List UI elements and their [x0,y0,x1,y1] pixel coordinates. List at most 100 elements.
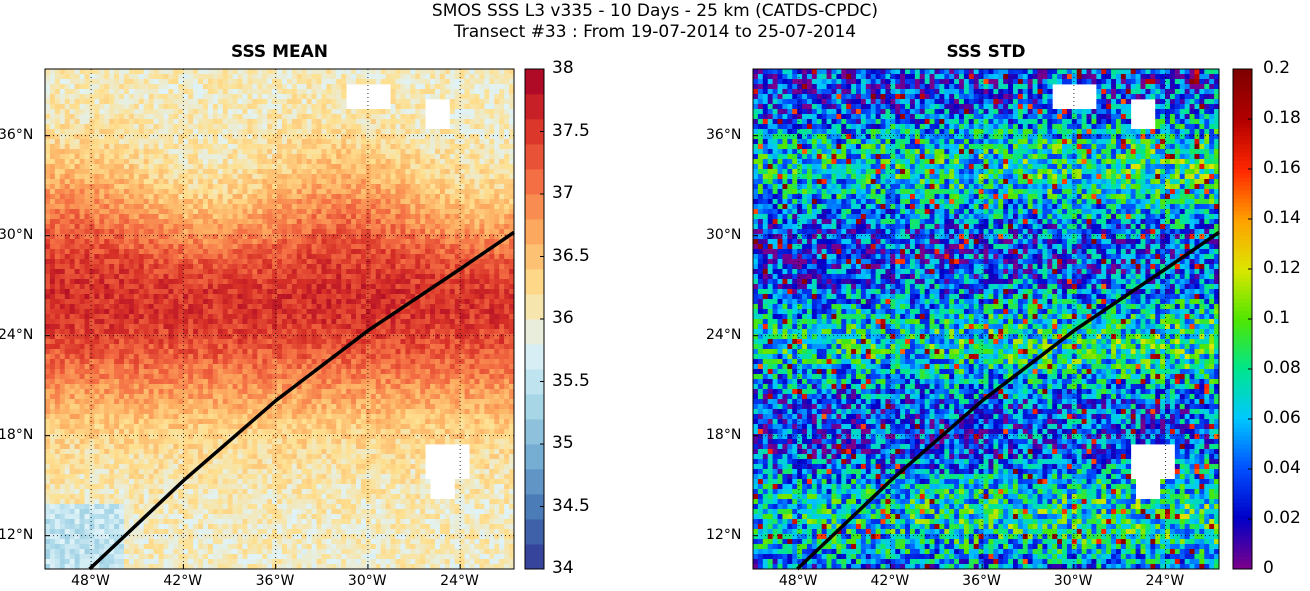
colorbar-segment [1233,356,1252,362]
lon-tick-label: 30°W [347,573,387,589]
colorbar-segment [1233,431,1252,437]
colorbar-segment [1233,419,1252,424]
colorbar-segment [1233,502,1252,507]
colorbar-segment [1233,189,1252,195]
transect-line [88,230,515,571]
colorbar-segment [1233,548,1252,553]
colorbar-segment [1233,435,1252,441]
colorbar-segment [1233,319,1252,324]
colorbar-segment [1233,127,1252,132]
colorbar-segment [1233,139,1252,145]
colorbar-segment [525,319,544,345]
colorbar-segment [1233,114,1252,120]
colorbar-segment [1233,452,1252,457]
colorbar-segment [1233,506,1252,512]
panel-title-std: SSS STD [946,42,1026,62]
colorbar-segment [1233,485,1252,491]
lat-tick-label: 12°N [706,526,742,543]
map-overlay-mean [44,68,515,571]
lat-tick-label: 24°N [0,326,34,343]
colorbar-tick-label: 0 [1263,558,1274,578]
map-raster-std [753,69,1220,570]
colorbar-segment [1233,331,1252,337]
colorbar-segment [1233,81,1252,87]
colorbar-segment [1233,306,1252,312]
colorbar-tick-label: 36 [552,308,574,328]
colorbar-segment [1233,535,1252,541]
colorbar-segment [1233,523,1252,528]
colorbar-segment [1233,564,1252,570]
colorbar-segment [1233,381,1252,387]
colorbar-segment [1233,119,1252,124]
colorbar-segment [1233,519,1252,524]
colorbar-tick-label: 37.5 [552,120,590,141]
colorbar-segment [1233,173,1252,178]
colorbar-segment [1233,77,1252,82]
colorbar-segment [1233,235,1252,241]
lon-tick-label: 48°W [778,573,818,589]
colorbar-segment [1233,194,1252,199]
colorbar-segment [1233,398,1252,403]
colorbar-segment [525,294,544,320]
colorbar-segment [1233,448,1252,453]
colorbar-segment [1233,239,1252,245]
colorbar-segment [525,344,544,370]
colorbar-segment [525,269,544,295]
colorbar-segment [525,444,544,470]
colorbar-segment [1233,106,1252,112]
lat-tick-label: 12°N [0,526,34,543]
colorbar-segment [1233,389,1252,395]
colorbar-segment [1233,277,1252,282]
colorbar-segment [1233,531,1252,537]
colorbar-segment [525,519,544,545]
colorbar-segment [1233,527,1252,532]
lat-tick-label: 18°N [0,426,34,443]
colorbar-segment [525,469,544,495]
colorbar-tick-label: 36.5 [552,245,590,266]
colorbar-tick-label: 35.5 [552,370,590,391]
colorbar-segment [1233,160,1252,166]
colorbar-segment [1233,202,1252,207]
colorbar-segment [525,544,544,570]
lat-tick-label: 36°N [706,126,742,143]
colorbar-segment [1233,135,1252,141]
colorbar-segment [1233,156,1252,162]
transect-line [796,230,1220,571]
colorbar-tick-label: 38 [552,58,574,78]
colorbar-mean [524,68,545,570]
colorbar-segment [1233,314,1252,320]
colorbar-segment [525,194,544,220]
map-raster-mean [45,69,515,570]
colorbar-tick-label: 0.02 [1263,508,1301,528]
colorbar-segment [1233,131,1252,137]
colorbar-segment [1233,102,1252,107]
colorbar-tick-label: 0.08 [1263,358,1301,378]
colorbar-segment [1233,281,1252,287]
colorbar-segment [1233,214,1252,220]
colorbar-segment [1233,348,1252,353]
colorbar-segment [1233,294,1252,299]
colorbar-segment [1233,148,1252,153]
colorbar-std [1232,68,1253,570]
colorbar-tick-label: 0.16 [1263,158,1301,178]
lon-tick-label: 42°W [163,573,203,589]
lon-tick-label: 30°W [1053,573,1093,589]
colorbar-segment [1233,327,1252,332]
colorbar-segment [1233,544,1252,549]
colorbar-segment [1233,456,1252,462]
colorbar-tick-label: 0.14 [1263,208,1301,228]
colorbar-segment [1233,373,1252,378]
colorbar-segment [1233,302,1252,307]
figure-subtitle: Transect #33 : From 19-07-2014 to 25-07-… [453,22,857,42]
colorbar-segment [1233,494,1252,499]
colorbar-segment [525,144,544,170]
colorbar-segment [1233,414,1252,420]
colorbar-segment [1233,210,1252,216]
colorbar-segment [1233,360,1252,366]
colorbar-tick-label: 0.12 [1263,258,1301,278]
colorbar-segment [1233,556,1252,562]
lon-tick-label: 24°W [440,573,479,589]
colorbar-segment [1233,339,1252,345]
colorbar-tick-label: 37 [552,183,574,203]
